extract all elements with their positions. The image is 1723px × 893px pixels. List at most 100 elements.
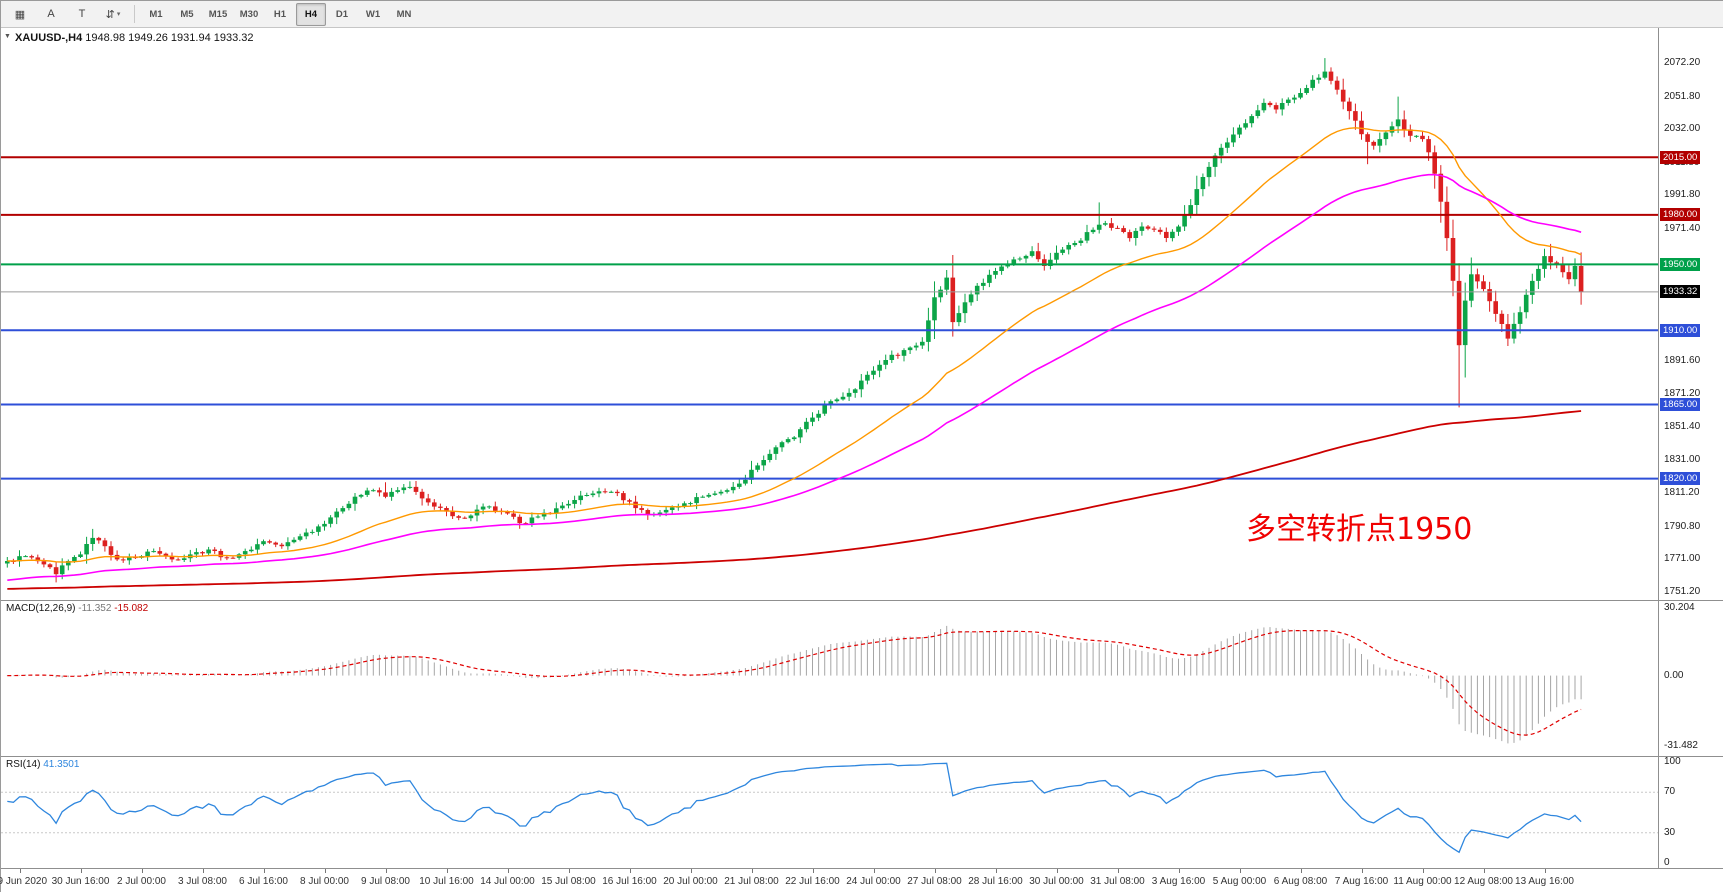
panel-divider-rsi[interactable]	[1, 756, 1723, 757]
time-axis-tick	[80, 869, 82, 873]
time-axis-label: 29 Jun 2020	[0, 876, 48, 887]
price-axis-label: 2051.80	[1664, 90, 1701, 102]
price-axis-label: 2032.00	[1664, 123, 1701, 135]
rsi-panel[interactable]: RSI(14) 41.3501 100 70 30 0	[1, 756, 1723, 868]
timeframe-m30-button[interactable]: M30	[239, 8, 259, 20]
timeframe-m15-button[interactable]: M15	[208, 8, 228, 20]
macd-svg	[6, 625, 1582, 744]
toolbar-separator	[134, 5, 135, 23]
time-axis-tick	[1117, 869, 1119, 873]
macd-scale[interactable]: 30.204 0.00 -31.482	[1658, 600, 1723, 756]
main-chart-panel[interactable]: ▼ XAUUSD-,H4 1948.98 1949.26 1931.94 193…	[1, 28, 1723, 600]
macd-axis-label: 0.00	[1664, 669, 1684, 681]
time-axis-tick	[690, 869, 692, 873]
timeframe-arrows-button[interactable]: ⇵ ▾	[98, 3, 128, 26]
main-chart-svg[interactable]	[1, 28, 1658, 600]
time-axis-label: 12 Aug 08:00	[1454, 876, 1513, 887]
ma-fast-orange	[7, 127, 1582, 563]
symbol-period-label: XAUUSD-,H4	[15, 32, 83, 44]
ma-mid-magenta	[7, 173, 1582, 581]
rsi-axis-label: 100	[1664, 756, 1681, 767]
price-scale[interactable]: 2072.202051.802032.002011.801991.801971.…	[1658, 28, 1723, 600]
price-axis-label: 1811.20	[1664, 487, 1700, 499]
time-axis-label: 30 Jun 16:00	[51, 876, 110, 887]
price-axis-label: 1971.40	[1664, 223, 1701, 235]
time-axis-tick	[812, 869, 814, 873]
time-axis-tick	[995, 869, 997, 873]
time-axis-label: 30 Jul 00:00	[1029, 876, 1084, 887]
time-axis-label: 10 Jul 16:00	[419, 876, 474, 887]
ohlc-values: 1948.98 1949.26 1931.94 1933.32	[85, 32, 254, 44]
time-axis-label: 24 Jul 00:00	[846, 876, 901, 887]
time-axis-tick	[1300, 869, 1302, 873]
text-tool-icon: T	[78, 8, 86, 20]
rsi-scale[interactable]: 100 70 30 0	[1658, 756, 1723, 868]
time-axis-tick	[1056, 869, 1058, 873]
macd-panel[interactable]: MACD(12,26,9) -11.352 -15.082 30.204 0.00…	[1, 600, 1723, 756]
rsi-label: RSI(14) 41.3501	[6, 759, 80, 770]
time-axis-label: 3 Aug 16:00	[1151, 876, 1206, 887]
time-axis-tick	[324, 869, 326, 873]
price-tag-1933.32: 1933.32	[1660, 285, 1701, 299]
text-tool-button[interactable]: T	[67, 3, 97, 26]
price-axis-label: 2072.20	[1664, 57, 1701, 68]
timeframe-d1-button[interactable]: D1	[335, 8, 349, 20]
time-axis-label: 8 Jul 00:00	[300, 876, 349, 887]
time-axis-tick	[1178, 869, 1180, 873]
time-axis-label: 9 Jul 08:00	[361, 876, 410, 887]
time-axis-tick	[1361, 869, 1363, 873]
macd-label: MACD(12,26,9) -11.352 -15.082	[6, 603, 149, 614]
price-axis-label: 1771.00	[1664, 553, 1701, 565]
time-axis-tick	[1483, 869, 1485, 873]
macd-axis-label: -31.482	[1664, 740, 1698, 751]
price-axis-label: 1790.80	[1664, 520, 1701, 532]
quick-trade-arrow-icon[interactable]: ▼	[4, 33, 11, 40]
time-axis-label: 31 Jul 08:00	[1090, 876, 1145, 887]
price-axis-label: 1891.60	[1664, 354, 1701, 366]
time-axis-label: 27 Jul 08:00	[907, 876, 962, 887]
timeframe-h1-button[interactable]: H1	[273, 8, 287, 20]
time-axis-tick	[1239, 869, 1241, 873]
macd-signal-line	[7, 630, 1582, 736]
time-axis-label: 11 Aug 00:00	[1393, 876, 1452, 887]
ma-slow-red	[7, 410, 1582, 590]
time-axis-tick	[141, 869, 143, 873]
level-lines	[1, 156, 1658, 480]
time-axis-label: 16 Jul 16:00	[602, 876, 657, 887]
toolbar-tools: ▦ A T ⇵ ▾	[5, 3, 128, 26]
cursor-tool-button[interactable]: A	[36, 3, 66, 26]
time-axis-label: 22 Jul 16:00	[785, 876, 840, 887]
time-axis-tick	[1544, 869, 1546, 873]
timeframe-buttons: M1 M5 M15 M30 H1 H4 D1 W1 MN	[141, 2, 419, 26]
time-axis-label: 21 Jul 08:00	[724, 876, 779, 887]
time-axis-tick	[568, 869, 570, 873]
time-axis-label: 6 Aug 08:00	[1273, 876, 1328, 887]
timeframe-w1-button[interactable]: W1	[365, 8, 381, 20]
chart-list-icon: ▦	[14, 8, 26, 21]
time-axis-label: 3 Jul 08:00	[178, 876, 227, 887]
panel-divider-macd[interactable]	[1, 600, 1723, 601]
chart-list-button[interactable]: ▦	[5, 3, 35, 26]
time-axis-tick	[934, 869, 936, 873]
time-axis-label: 13 Aug 16:00	[1515, 876, 1574, 887]
time-axis-tick	[263, 869, 265, 873]
price-axis-label: 1851.40	[1664, 420, 1701, 432]
toolbar: ▦ A T ⇵ ▾ M1 M5 M15 M30 H1 H4 D1 W1 MN	[1, 1, 1723, 28]
time-axis-label: 5 Aug 00:00	[1212, 876, 1267, 887]
cursor-tool-icon: A	[47, 8, 55, 20]
time-axis-label: 20 Jul 00:00	[663, 876, 718, 887]
timeframe-h4-button[interactable]: H4	[296, 2, 326, 26]
price-axis-label: 1991.80	[1664, 189, 1701, 201]
rsi-axis-label: 70	[1664, 786, 1676, 798]
price-tag-1820.00: 1820.00	[1660, 472, 1701, 486]
timeframe-m5-button[interactable]: M5	[180, 8, 194, 20]
timeframe-m1-button[interactable]: M1	[149, 8, 163, 20]
price-tag-2015.00: 2015.00	[1660, 150, 1701, 164]
timeframe-arrows-icon: ⇵	[105, 8, 115, 21]
dropdown-caret-icon: ▾	[116, 11, 121, 18]
time-axis-tick	[629, 869, 631, 873]
time-axis-tick	[446, 869, 448, 873]
timeframe-mn-button[interactable]: MN	[396, 8, 412, 20]
time-axis-tick	[19, 869, 21, 873]
